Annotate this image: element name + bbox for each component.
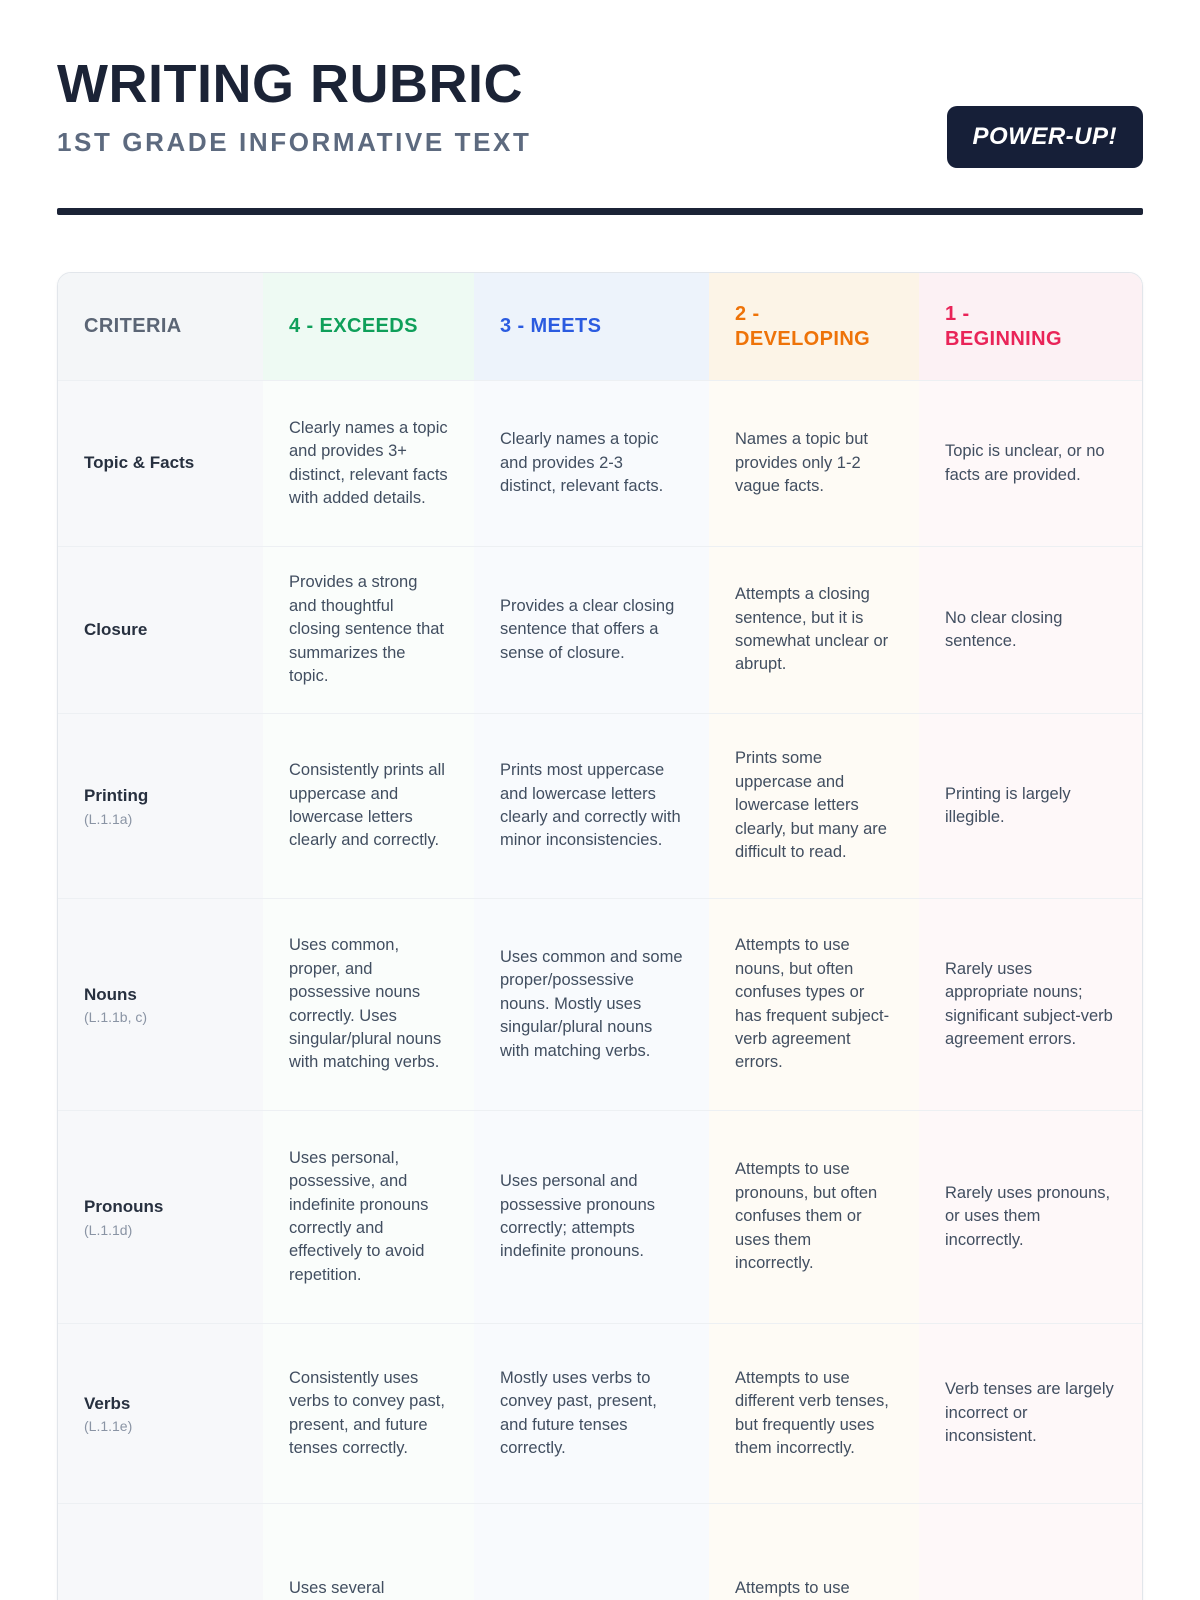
developing-cell: Names a topic but provides only 1-2 vagu… xyxy=(709,381,919,546)
meets-cell: Provides a clear closing sentence that o… xyxy=(474,547,709,713)
criteria-cell: Printing (L.1.1a) xyxy=(58,714,263,898)
criteria-label: Closure xyxy=(84,619,148,639)
beginning-cell: Topic is unclear, or no facts are provid… xyxy=(919,381,1142,546)
exceeds-description: Consistently uses verbs to convey past, … xyxy=(289,1368,445,1457)
table-body: Topic & Facts Clearly names a topic and p… xyxy=(58,380,1142,1600)
table-header-row: CRITERIA 4 - EXCEEDS 3 - MEETS 2 - DEVEL… xyxy=(58,273,1142,380)
meets-cell: Uses 1-2 descriptive xyxy=(474,1504,709,1600)
criteria-standard-code: (L.1.1d) xyxy=(84,1221,133,1238)
criteria-cell: Nouns (L.1.1b, c) xyxy=(58,899,263,1110)
developing-description: Names a topic but provides only 1-2 vagu… xyxy=(735,430,868,496)
exceeds-description: Consistently prints all uppercase and lo… xyxy=(289,761,445,850)
table-row: Topic & Facts Clearly names a topic and p… xyxy=(58,380,1142,546)
criteria-cell: Adjectives xyxy=(58,1504,263,1600)
developing-cell: Attempts a closing sentence, but it is s… xyxy=(709,547,919,713)
developing-cell: Attempts to use different verb tenses, b… xyxy=(709,1324,919,1503)
exceeds-description: Uses common, proper, and possessive noun… xyxy=(289,936,442,1072)
criteria-label: Printing xyxy=(84,786,149,806)
meets-cell: Clearly names a topic and provides 2-3 d… xyxy=(474,381,709,546)
beginning-description: Topic is unclear, or no facts are provid… xyxy=(945,442,1105,484)
exceeds-cell: Uses personal, possessive, and indefinit… xyxy=(263,1111,474,1323)
criteria-label: Nouns xyxy=(84,984,137,1004)
developing-description: Prints some uppercase and lowercase lett… xyxy=(735,749,887,862)
exceeds-description: Clearly names a topic and provides 3+ di… xyxy=(289,418,448,507)
beginning-cell: Rarely uses appropriate nouns; significa… xyxy=(919,899,1142,1110)
beginning-cell: No clear closing sentence. xyxy=(919,547,1142,713)
header-divider xyxy=(57,208,1143,215)
exceeds-description: Provides a strong and thoughtful closing… xyxy=(289,573,445,686)
column-header-label: 1 - BEGINNING xyxy=(945,302,1062,350)
criteria-cell: Closure xyxy=(58,547,263,713)
beginning-cell: Printing is largely illegible. xyxy=(919,714,1142,898)
developing-cell: Attempts to use adjectives, but they are… xyxy=(709,1504,919,1600)
meets-cell: Prints most uppercase and lowercase lett… xyxy=(474,714,709,898)
meets-description: Mostly uses verbs to convey past, presen… xyxy=(500,1368,657,1457)
meets-cell: Uses personal and possessive pronouns co… xyxy=(474,1111,709,1323)
table-row: Nouns (L.1.1b, c) Uses common, proper, and… xyxy=(58,898,1142,1110)
column-header-label: 4 - EXCEEDS xyxy=(289,315,418,337)
table-row: Verbs (L.1.1e) Consistently uses verbs to … xyxy=(58,1323,1142,1503)
exceeds-description: Uses several descriptive adjectives to a… xyxy=(289,1579,385,1598)
beginning-cell: Verb tenses are largely incorrect or inc… xyxy=(919,1324,1142,1503)
developing-cell: Attempts to use nouns, but often confuse… xyxy=(709,899,919,1110)
meets-description: Uses personal and possessive pronouns co… xyxy=(500,1172,656,1261)
criteria-label: Topic & Facts xyxy=(84,453,195,473)
header-cell-criteria: CRITERIA xyxy=(58,273,263,380)
criteria-cell: Verbs (L.1.1e) xyxy=(58,1324,263,1503)
meets-cell: Mostly uses verbs to convey past, presen… xyxy=(474,1324,709,1503)
header-cell-beginning: 1 - BEGINNING xyxy=(919,273,1142,380)
beginning-description: No clear closing sentence. xyxy=(945,608,1063,650)
criteria-standard-code: (L.1.1a) xyxy=(84,810,133,827)
column-header-label: CRITERIA xyxy=(84,315,182,337)
criteria-standard-code: (L.1.1b, c) xyxy=(84,1009,148,1026)
header-cell-meets: 3 - MEETS xyxy=(474,273,709,380)
beginning-description: Rarely uses appropriate nouns; significa… xyxy=(945,959,1113,1048)
header-cell-exceeds: 4 - EXCEEDS xyxy=(263,273,474,380)
column-header-label: 2 - DEVELOPING xyxy=(735,302,871,350)
rubric-table: CRITERIA 4 - EXCEEDS 3 - MEETS 2 - DEVEL… xyxy=(57,272,1143,1600)
beginning-cell: Rarely uses xyxy=(919,1504,1142,1600)
exceeds-cell: Uses several descriptive adjectives to a… xyxy=(263,1504,474,1600)
developing-description: Attempts to use adjectives, but they are… xyxy=(735,1579,850,1598)
developing-description: Attempts to use nouns, but often confuse… xyxy=(735,936,890,1072)
meets-description: Clearly names a topic and provides 2-3 d… xyxy=(500,430,664,496)
beginning-description: Verb tenses are largely incorrect or inc… xyxy=(945,1380,1114,1446)
meets-cell: Uses common and some proper/possessive n… xyxy=(474,899,709,1110)
developing-description: Attempts to use pronouns, but often conf… xyxy=(735,1160,878,1273)
exceeds-cell: Provides a strong and thoughtful closing… xyxy=(263,547,474,713)
header-cell-developing: 2 - DEVELOPING xyxy=(709,273,919,380)
column-header-label: 3 - MEETS xyxy=(500,315,602,337)
criteria-label: Pronouns xyxy=(84,1197,164,1217)
criteria-cell: Topic & Facts xyxy=(58,381,263,546)
exceeds-cell: Clearly names a topic and provides 3+ di… xyxy=(263,381,474,546)
power-up-badge: POWER-UP! xyxy=(946,106,1143,168)
table-row: Printing (L.1.1a) Consistently prints all … xyxy=(58,713,1142,898)
page-subtitle: 1ST GRADE INFORMATIVE TEXT xyxy=(57,127,532,157)
document-header: WRITING RUBRIC 1ST GRADE INFORMATIVE TEX… xyxy=(57,54,1143,168)
exceeds-cell: Consistently uses verbs to convey past, … xyxy=(263,1324,474,1503)
meets-description: Provides a clear closing sentence that o… xyxy=(500,596,675,662)
developing-description: Attempts to use different verb tenses, b… xyxy=(735,1368,889,1457)
criteria-cell: Pronouns (L.1.1d) xyxy=(58,1111,263,1323)
meets-description: Uses common and some proper/possessive n… xyxy=(500,947,683,1060)
exceeds-cell: Consistently prints all uppercase and lo… xyxy=(263,714,474,898)
developing-cell: Prints some uppercase and lowercase lett… xyxy=(709,714,919,898)
table-row: Pronouns (L.1.1d) Uses personal, possessiv… xyxy=(58,1110,1142,1323)
developing-description: Attempts a closing sentence, but it is s… xyxy=(735,585,889,674)
beginning-description: Printing is largely illegible. xyxy=(945,784,1071,826)
table-row: Adjectives Uses several descriptive adjec… xyxy=(58,1503,1142,1600)
criteria-label: Verbs xyxy=(84,1393,131,1413)
page-title: WRITING RUBRIC xyxy=(57,54,523,114)
beginning-description: Rarely uses pronouns, or uses them incor… xyxy=(945,1183,1111,1249)
beginning-cell: Rarely uses pronouns, or uses them incor… xyxy=(919,1111,1142,1323)
exceeds-description: Uses personal, possessive, and indefinit… xyxy=(289,1148,429,1284)
table-row: Closure Provides a strong and thoughtful … xyxy=(58,546,1142,713)
meets-description: Prints most uppercase and lowercase lett… xyxy=(500,761,681,850)
criteria-standard-code: (L.1.1e) xyxy=(84,1418,133,1435)
exceeds-cell: Uses common, proper, and possessive noun… xyxy=(263,899,474,1110)
developing-cell: Attempts to use pronouns, but often conf… xyxy=(709,1111,919,1323)
